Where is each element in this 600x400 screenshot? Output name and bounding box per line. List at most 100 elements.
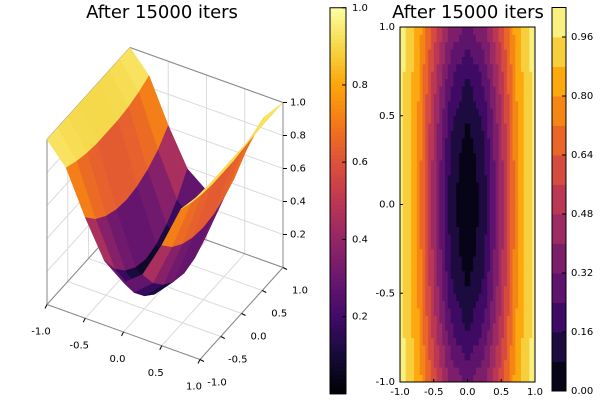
contour-cell <box>498 226 502 235</box>
contour-cell <box>506 308 511 316</box>
contour-cell <box>501 174 505 183</box>
contour-cell <box>532 330 536 339</box>
contour-cell <box>433 278 437 287</box>
contour-cell <box>478 123 482 131</box>
contour-cell <box>414 71 418 80</box>
contour-cell <box>416 152 421 161</box>
contour-cell <box>515 197 519 205</box>
colorbar-step <box>330 88 346 94</box>
contour-cell <box>405 374 409 383</box>
contour-cell <box>419 345 423 353</box>
contour-cell <box>400 345 404 353</box>
contour-cell <box>442 56 446 65</box>
contour-cell <box>425 189 429 198</box>
contour-cell <box>520 315 525 324</box>
colorbar-step <box>330 11 346 17</box>
contour-cell <box>475 204 480 213</box>
contour-cell <box>464 263 468 272</box>
contour-cell <box>428 197 432 205</box>
contour-cell <box>492 137 497 146</box>
contour-cell <box>532 137 536 146</box>
x-tick-label: -1.0 <box>390 387 410 398</box>
contour-cell <box>509 189 513 198</box>
contour-cell <box>419 226 423 235</box>
contour-cell <box>506 322 511 331</box>
contour-cell <box>445 293 449 302</box>
contour-cell <box>459 263 463 272</box>
contour-cell <box>459 182 463 191</box>
contour-cell <box>402 182 407 191</box>
contour-cell <box>447 300 452 309</box>
contour-cell <box>414 108 418 117</box>
contour-cell <box>467 93 471 102</box>
contour-cell <box>425 285 429 294</box>
contour-cell <box>428 256 432 265</box>
contour-cell <box>504 330 508 339</box>
contour-cell <box>520 293 525 302</box>
contour-cell <box>467 56 471 65</box>
contour-cell <box>532 93 536 102</box>
contour-cell <box>495 71 499 80</box>
contour-cell <box>450 71 454 80</box>
contour-cell <box>501 108 505 117</box>
contour-cell <box>509 285 513 294</box>
x-tick-label: 1.0 <box>186 382 202 393</box>
contour-cell <box>470 182 474 191</box>
contour-cell <box>442 130 446 139</box>
contour-cell <box>481 293 485 302</box>
contour-cell <box>405 86 409 94</box>
contour-cell <box>456 271 460 279</box>
contour-cell <box>512 41 516 50</box>
contour-cell <box>411 130 415 139</box>
contour-cell <box>439 300 443 309</box>
contour-cell <box>445 63 449 72</box>
contour-cell <box>518 145 522 154</box>
colorbar-step <box>330 362 346 368</box>
contour-cell <box>436 226 440 235</box>
contour-cell <box>433 322 437 331</box>
contour-cell <box>504 204 508 213</box>
contour-cell <box>506 27 511 35</box>
contour-cell <box>484 248 488 257</box>
contour-cell <box>450 367 454 376</box>
contour-cell <box>506 56 511 65</box>
contour-cell <box>501 34 505 43</box>
contour-cell <box>498 108 502 117</box>
contour-cell <box>422 130 426 139</box>
contour-cell <box>459 330 463 339</box>
contour-cell <box>447 197 452 205</box>
contour-cell <box>509 78 513 87</box>
contour-cell <box>422 248 426 257</box>
contour-cell <box>459 160 463 168</box>
contour-cell <box>504 130 508 139</box>
contour-cell <box>439 145 443 154</box>
contour-cell <box>518 34 522 43</box>
contour-cell <box>414 293 418 302</box>
contour-cell <box>484 78 488 87</box>
contour-cell <box>400 300 404 309</box>
contour-cell <box>430 78 435 87</box>
contour-cell <box>411 71 415 80</box>
contour-cell <box>405 226 409 235</box>
contour-cell <box>419 71 423 80</box>
contour-cell <box>490 41 494 50</box>
contour-cell <box>461 86 466 94</box>
contour-cell <box>436 248 440 257</box>
contour-cell <box>450 241 454 250</box>
contour-cell <box>470 315 474 324</box>
contour-cell <box>442 322 446 331</box>
contour-cell <box>400 330 404 339</box>
contour-cell <box>523 337 527 346</box>
contour-cell <box>422 352 426 361</box>
contour-cell <box>450 145 454 154</box>
contour-cell <box>433 300 437 309</box>
contour-cell <box>470 137 474 146</box>
colorbar-step <box>330 216 346 221</box>
contour-cell <box>442 234 446 242</box>
contour-cell <box>509 123 513 131</box>
contour-cell <box>473 367 477 376</box>
contour-cell <box>428 330 432 339</box>
contour-cell <box>464 49 468 57</box>
contour-cell <box>456 293 460 302</box>
contour-cell <box>529 56 533 65</box>
